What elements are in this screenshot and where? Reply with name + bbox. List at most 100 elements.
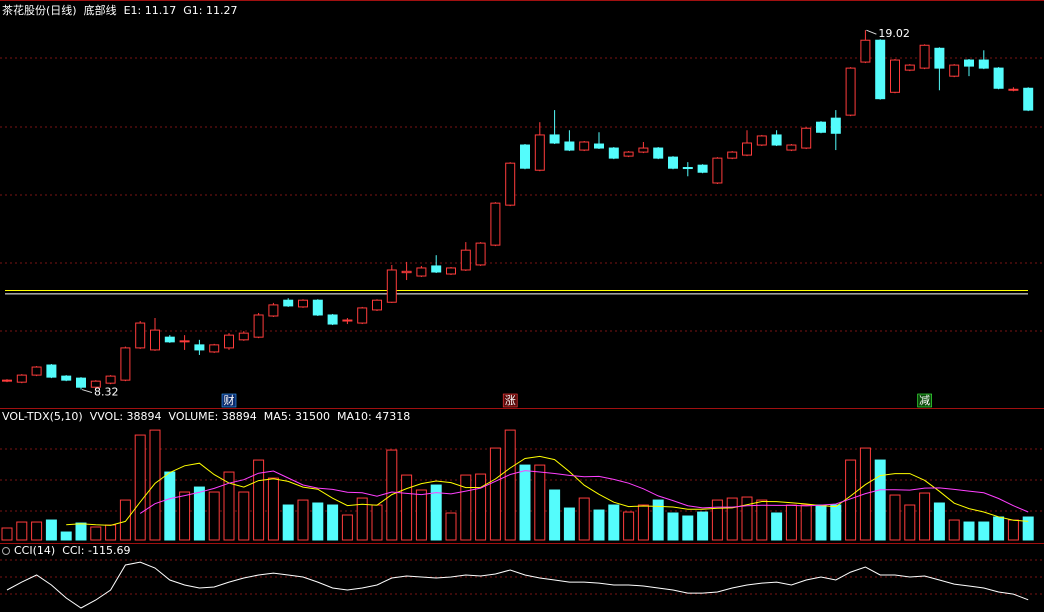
event-box [502,393,518,408]
volume-bar [341,514,353,541]
volume-bar [830,504,842,541]
chart-title: 茶花股份(日线) [2,3,77,17]
candle-body [594,143,604,149]
volume-bar [652,499,664,541]
volume-bar [45,519,57,541]
volume-bar [90,526,102,541]
candle-body [386,269,397,303]
event-box [917,393,932,408]
candle-body [801,127,812,149]
volume-bar [637,504,649,541]
candle-body [890,59,900,93]
candle-body [534,134,545,171]
candle-body [46,364,57,378]
volume-bar [75,522,87,541]
candle-body [934,47,945,69]
event-label: 涨 [505,394,516,407]
event-label: 财 [224,393,235,407]
candle-body [682,167,693,170]
cci-line [6,561,1029,609]
candle-body [623,151,634,157]
volume-bar [1022,516,1034,541]
volume-bar [504,429,516,541]
candle-body [830,117,841,134]
readout: CCI: -115.69 [62,544,130,557]
volume-bar [771,512,783,541]
ma-line [139,470,1029,514]
candle-body [949,64,960,77]
volume-bar [726,497,738,541]
volume-bar [593,509,605,541]
max-label: 19.02 [878,27,910,40]
candle-body [505,162,516,206]
volume-bar [282,504,294,541]
volume-bar [119,499,131,541]
ma-line [66,455,1029,526]
candle-body [771,134,782,146]
volume-bar [460,474,472,541]
candle-body [238,332,249,341]
candle-body [105,375,116,384]
candle-body [253,314,264,338]
volume-bar [297,499,309,541]
volume-bar [371,504,383,541]
event-box [221,393,237,408]
volume-bar [785,504,797,541]
panel-icon [2,547,10,555]
volume-bar [756,499,768,541]
volume-bar [223,471,235,541]
readout: MA5: 31500 [264,410,330,423]
candle-body [135,322,146,349]
volume-bar [208,491,220,541]
volume-bar [16,521,28,541]
candle-body [697,164,708,173]
volume-bar [105,524,117,541]
volume-bar [193,486,205,541]
candle-body [224,334,234,349]
volume-bar [327,504,339,541]
candle-body [16,374,27,383]
candle-body [268,304,279,317]
volume-bar [948,519,960,541]
panel-title: VOL-TDX(5,10) [2,410,83,423]
candle-body [668,156,678,169]
volume-bar [519,464,531,541]
volume-bar [312,502,324,541]
volume-bar [697,511,709,541]
candle-body [327,314,338,325]
candle-body [520,144,530,169]
event-label: 减 [919,394,930,407]
indicator-name: 底部线 [84,3,117,17]
volume-bar [475,473,487,541]
volume-bar [711,499,723,541]
candle-body [712,157,723,184]
candle-body [90,380,101,388]
candle-body [283,299,294,307]
candle-body [312,299,323,316]
volume-bar [963,521,975,541]
candle-body [993,67,1004,89]
min-pointer [81,389,93,394]
max-pointer [866,29,877,35]
candle-body [904,64,915,71]
volume-bar [874,459,886,541]
volume-bar [1007,519,1019,541]
readout: VOLUME: 38894 [169,410,257,423]
candle-body [638,147,649,153]
candle-body [653,147,664,159]
volume-bar [919,492,931,541]
volume-bar [253,459,265,541]
candle-body [579,141,590,151]
volume-bar [623,511,635,541]
volume-bar [563,507,575,541]
volume-bar [741,496,753,541]
volume-bar [31,521,43,541]
candle-body [786,144,797,151]
volume-bar [401,474,413,541]
candle-body [727,151,738,159]
candle-body [1008,88,1019,91]
candle-body [978,59,989,69]
indicator-readout: G1: 11.27 [183,4,237,17]
candle-body [194,344,205,351]
candle-body [860,39,871,63]
